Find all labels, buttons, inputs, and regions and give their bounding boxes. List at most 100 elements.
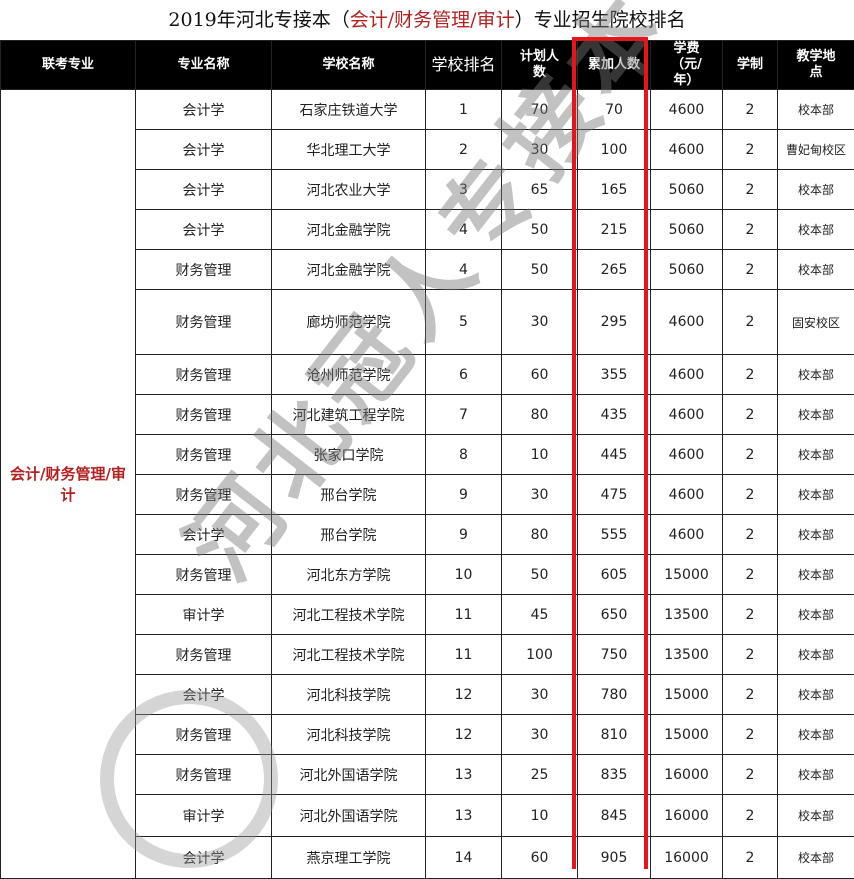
table-cell: 14 bbox=[426, 837, 502, 879]
table-cell: 295 bbox=[578, 290, 651, 355]
table-cell: 财务管理 bbox=[136, 435, 272, 475]
table-cell: 12 bbox=[426, 675, 502, 715]
table-cell: 河北工程技术学院 bbox=[272, 635, 426, 675]
table-cell: 2 bbox=[723, 395, 778, 435]
table-cell: 65 bbox=[502, 170, 578, 210]
table-cell: 16000 bbox=[651, 837, 723, 879]
column-header: 教学地点 bbox=[778, 41, 854, 90]
table-cell: 4600 bbox=[651, 355, 723, 395]
table-cell: 2 bbox=[723, 515, 778, 555]
table-cell: 校本部 bbox=[778, 675, 854, 715]
table-cell: 燕京理工学院 bbox=[272, 837, 426, 879]
table-cell: 80 bbox=[502, 395, 578, 435]
table-cell: 9 bbox=[426, 475, 502, 515]
table-cell: 50 bbox=[502, 210, 578, 250]
table-cell: 河北建筑工程学院 bbox=[272, 395, 426, 435]
table-cell: 石家庄铁道大学 bbox=[272, 90, 426, 130]
table-cell: 校本部 bbox=[778, 435, 854, 475]
table-cell: 校本部 bbox=[778, 635, 854, 675]
table-cell: 财务管理 bbox=[136, 755, 272, 795]
table-cell: 财务管理 bbox=[136, 250, 272, 290]
table-cell: 4600 bbox=[651, 290, 723, 355]
table-cell: 会计学 bbox=[136, 90, 272, 130]
table-cell: 审计学 bbox=[136, 595, 272, 635]
table-cell: 13 bbox=[426, 795, 502, 837]
table-cell: 2 bbox=[723, 290, 778, 355]
table-cell: 2 bbox=[723, 355, 778, 395]
table-cell: 河北科技学院 bbox=[272, 675, 426, 715]
table-cell: 2 bbox=[723, 635, 778, 675]
table-cell: 邢台学院 bbox=[272, 515, 426, 555]
table-cell: 4600 bbox=[651, 130, 723, 170]
table-cell: 会计学 bbox=[136, 130, 272, 170]
table-cell: 河北外国语学院 bbox=[272, 755, 426, 795]
table-cell: 财务管理 bbox=[136, 715, 272, 755]
table-cell: 河北科技学院 bbox=[272, 715, 426, 755]
table-cell: 3 bbox=[426, 170, 502, 210]
column-header: 专业名称 bbox=[136, 41, 272, 90]
table-cell: 2 bbox=[723, 130, 778, 170]
table-cell: 廊坊师范学院 bbox=[272, 290, 426, 355]
table-cell: 13500 bbox=[651, 635, 723, 675]
table-cell: 会计学 bbox=[136, 515, 272, 555]
table-cell: 4600 bbox=[651, 475, 723, 515]
table-cell: 13 bbox=[426, 755, 502, 795]
table-cell: 4 bbox=[426, 250, 502, 290]
table-cell: 5060 bbox=[651, 250, 723, 290]
table-cell: 30 bbox=[502, 675, 578, 715]
table-cell: 会计学 bbox=[136, 210, 272, 250]
table-cell: 2 bbox=[723, 715, 778, 755]
table-cell: 810 bbox=[578, 715, 651, 755]
table-cell: 4600 bbox=[651, 395, 723, 435]
table-cell: 审计学 bbox=[136, 795, 272, 837]
table-cell: 2 bbox=[723, 795, 778, 837]
table-cell: 5060 bbox=[651, 170, 723, 210]
table-cell: 475 bbox=[578, 475, 651, 515]
table-cell: 15000 bbox=[651, 675, 723, 715]
table-cell: 11 bbox=[426, 595, 502, 635]
table-cell: 215 bbox=[578, 210, 651, 250]
column-header: 学校排名 bbox=[426, 41, 502, 90]
table-cell: 财务管理 bbox=[136, 355, 272, 395]
table-cell: 2 bbox=[723, 435, 778, 475]
table-cell: 校本部 bbox=[778, 837, 854, 879]
table-cell: 8 bbox=[426, 435, 502, 475]
table-cell: 30 bbox=[502, 715, 578, 755]
table-cell: 445 bbox=[578, 435, 651, 475]
table-cell: 河北农业大学 bbox=[272, 170, 426, 210]
table-cell: 30 bbox=[502, 290, 578, 355]
table-cell: 16000 bbox=[651, 755, 723, 795]
table-cell: 16000 bbox=[651, 795, 723, 837]
table-cell: 10 bbox=[502, 795, 578, 837]
table-cell: 15000 bbox=[651, 715, 723, 755]
table-cell: 会计学 bbox=[136, 837, 272, 879]
table-cell: 2 bbox=[723, 595, 778, 635]
table-cell: 校本部 bbox=[778, 555, 854, 595]
table-cell: 80 bbox=[502, 515, 578, 555]
table-cell: 845 bbox=[578, 795, 651, 837]
table-cell: 2 bbox=[426, 130, 502, 170]
column-header: 计划人数 bbox=[502, 41, 578, 90]
table-cell: 财务管理 bbox=[136, 290, 272, 355]
table-cell: 45 bbox=[502, 595, 578, 635]
table-cell: 9 bbox=[426, 515, 502, 555]
table-cell: 4600 bbox=[651, 515, 723, 555]
table-cell: 70 bbox=[578, 90, 651, 130]
table-cell: 4600 bbox=[651, 435, 723, 475]
table-cell: 2 bbox=[723, 755, 778, 795]
table-cell: 沧州师范学院 bbox=[272, 355, 426, 395]
table-cell: 835 bbox=[578, 755, 651, 795]
table-cell: 60 bbox=[502, 355, 578, 395]
table-cell: 12 bbox=[426, 715, 502, 755]
table-cell: 校本部 bbox=[778, 90, 854, 130]
table-cell: 265 bbox=[578, 250, 651, 290]
group-label: 会计/财务管理/审计 bbox=[1, 90, 136, 879]
table-cell: 河北外国语学院 bbox=[272, 795, 426, 837]
table-cell: 750 bbox=[578, 635, 651, 675]
page-title: 2019年河北专接本（会计/财务管理/审计）专业招生院校排名 bbox=[0, 0, 854, 41]
table-cell: 30 bbox=[502, 130, 578, 170]
table-cell: 曹妃甸校区 bbox=[778, 130, 854, 170]
table-cell: 2 bbox=[723, 675, 778, 715]
table-cell: 905 bbox=[578, 837, 651, 879]
